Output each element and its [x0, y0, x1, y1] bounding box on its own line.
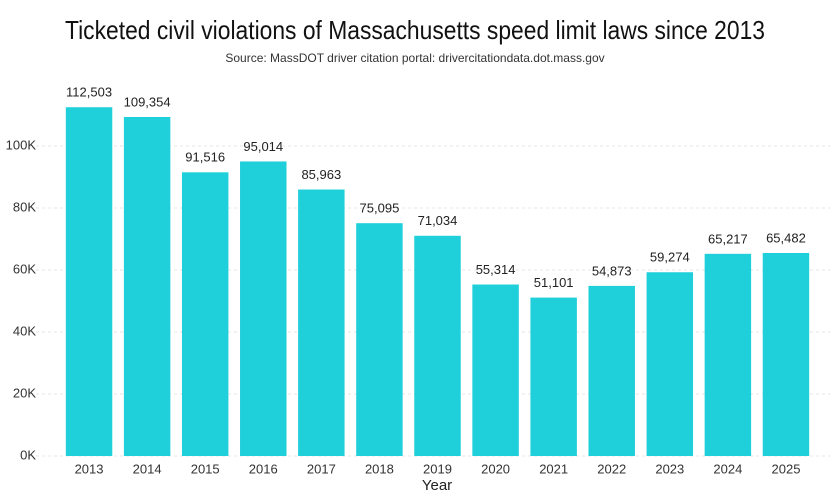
bar — [240, 161, 287, 456]
bar — [762, 253, 810, 456]
y-tick-label: 80K — [13, 199, 36, 214]
bar — [530, 297, 577, 456]
bar — [472, 284, 519, 456]
value-label: 71,034 — [418, 213, 458, 228]
value-label: 85,963 — [301, 167, 341, 182]
x-axis-title: Year — [422, 477, 452, 494]
bar — [65, 107, 113, 457]
value-label: 91,516 — [185, 150, 225, 165]
chart-subtitle: Source: MassDOT driver citation portal: … — [225, 51, 604, 65]
y-tick-label: 20K — [13, 385, 36, 400]
x-tick-label: 2013 — [75, 461, 104, 476]
x-tick-label: 2023 — [655, 461, 684, 476]
bar — [123, 117, 171, 457]
bar — [181, 172, 229, 456]
bar — [646, 272, 694, 456]
value-label: 65,482 — [766, 230, 806, 245]
value-label: 59,274 — [650, 250, 690, 265]
value-label: 112,503 — [66, 85, 112, 100]
bar — [704, 253, 752, 456]
value-label: 51,101 — [534, 275, 574, 290]
y-tick-label: 0K — [20, 447, 36, 462]
value-label: 54,873 — [592, 263, 632, 278]
y-tick-label: 60K — [13, 261, 36, 276]
x-tick-label: 2017 — [307, 461, 336, 476]
value-label: 95,014 — [243, 139, 283, 154]
x-tick-label: 2025 — [772, 461, 801, 476]
y-tick-label: 40K — [13, 323, 36, 338]
value-label: 75,095 — [360, 201, 400, 216]
x-tick-label: 2024 — [713, 461, 742, 476]
x-tick-label: 2016 — [249, 461, 278, 476]
x-tick-label: 2021 — [539, 461, 568, 476]
x-tick-label: 2018 — [365, 461, 394, 476]
x-tick-label: 2022 — [597, 461, 626, 476]
bar — [588, 285, 635, 456]
x-tick-label: 2015 — [191, 461, 220, 476]
value-label: 109,354 — [124, 94, 171, 109]
x-tick-label: 2014 — [133, 461, 162, 476]
x-tick-label: 2019 — [423, 461, 452, 476]
y-tick-label: 100K — [6, 137, 37, 152]
value-label: 65,217 — [708, 231, 748, 246]
bar — [298, 189, 345, 456]
bar — [414, 235, 461, 456]
bar — [356, 223, 403, 456]
x-tick-label: 2020 — [481, 461, 510, 476]
chart-title: Ticketed civil violations of Massachuset… — [65, 15, 765, 45]
value-label: 55,314 — [476, 262, 516, 277]
